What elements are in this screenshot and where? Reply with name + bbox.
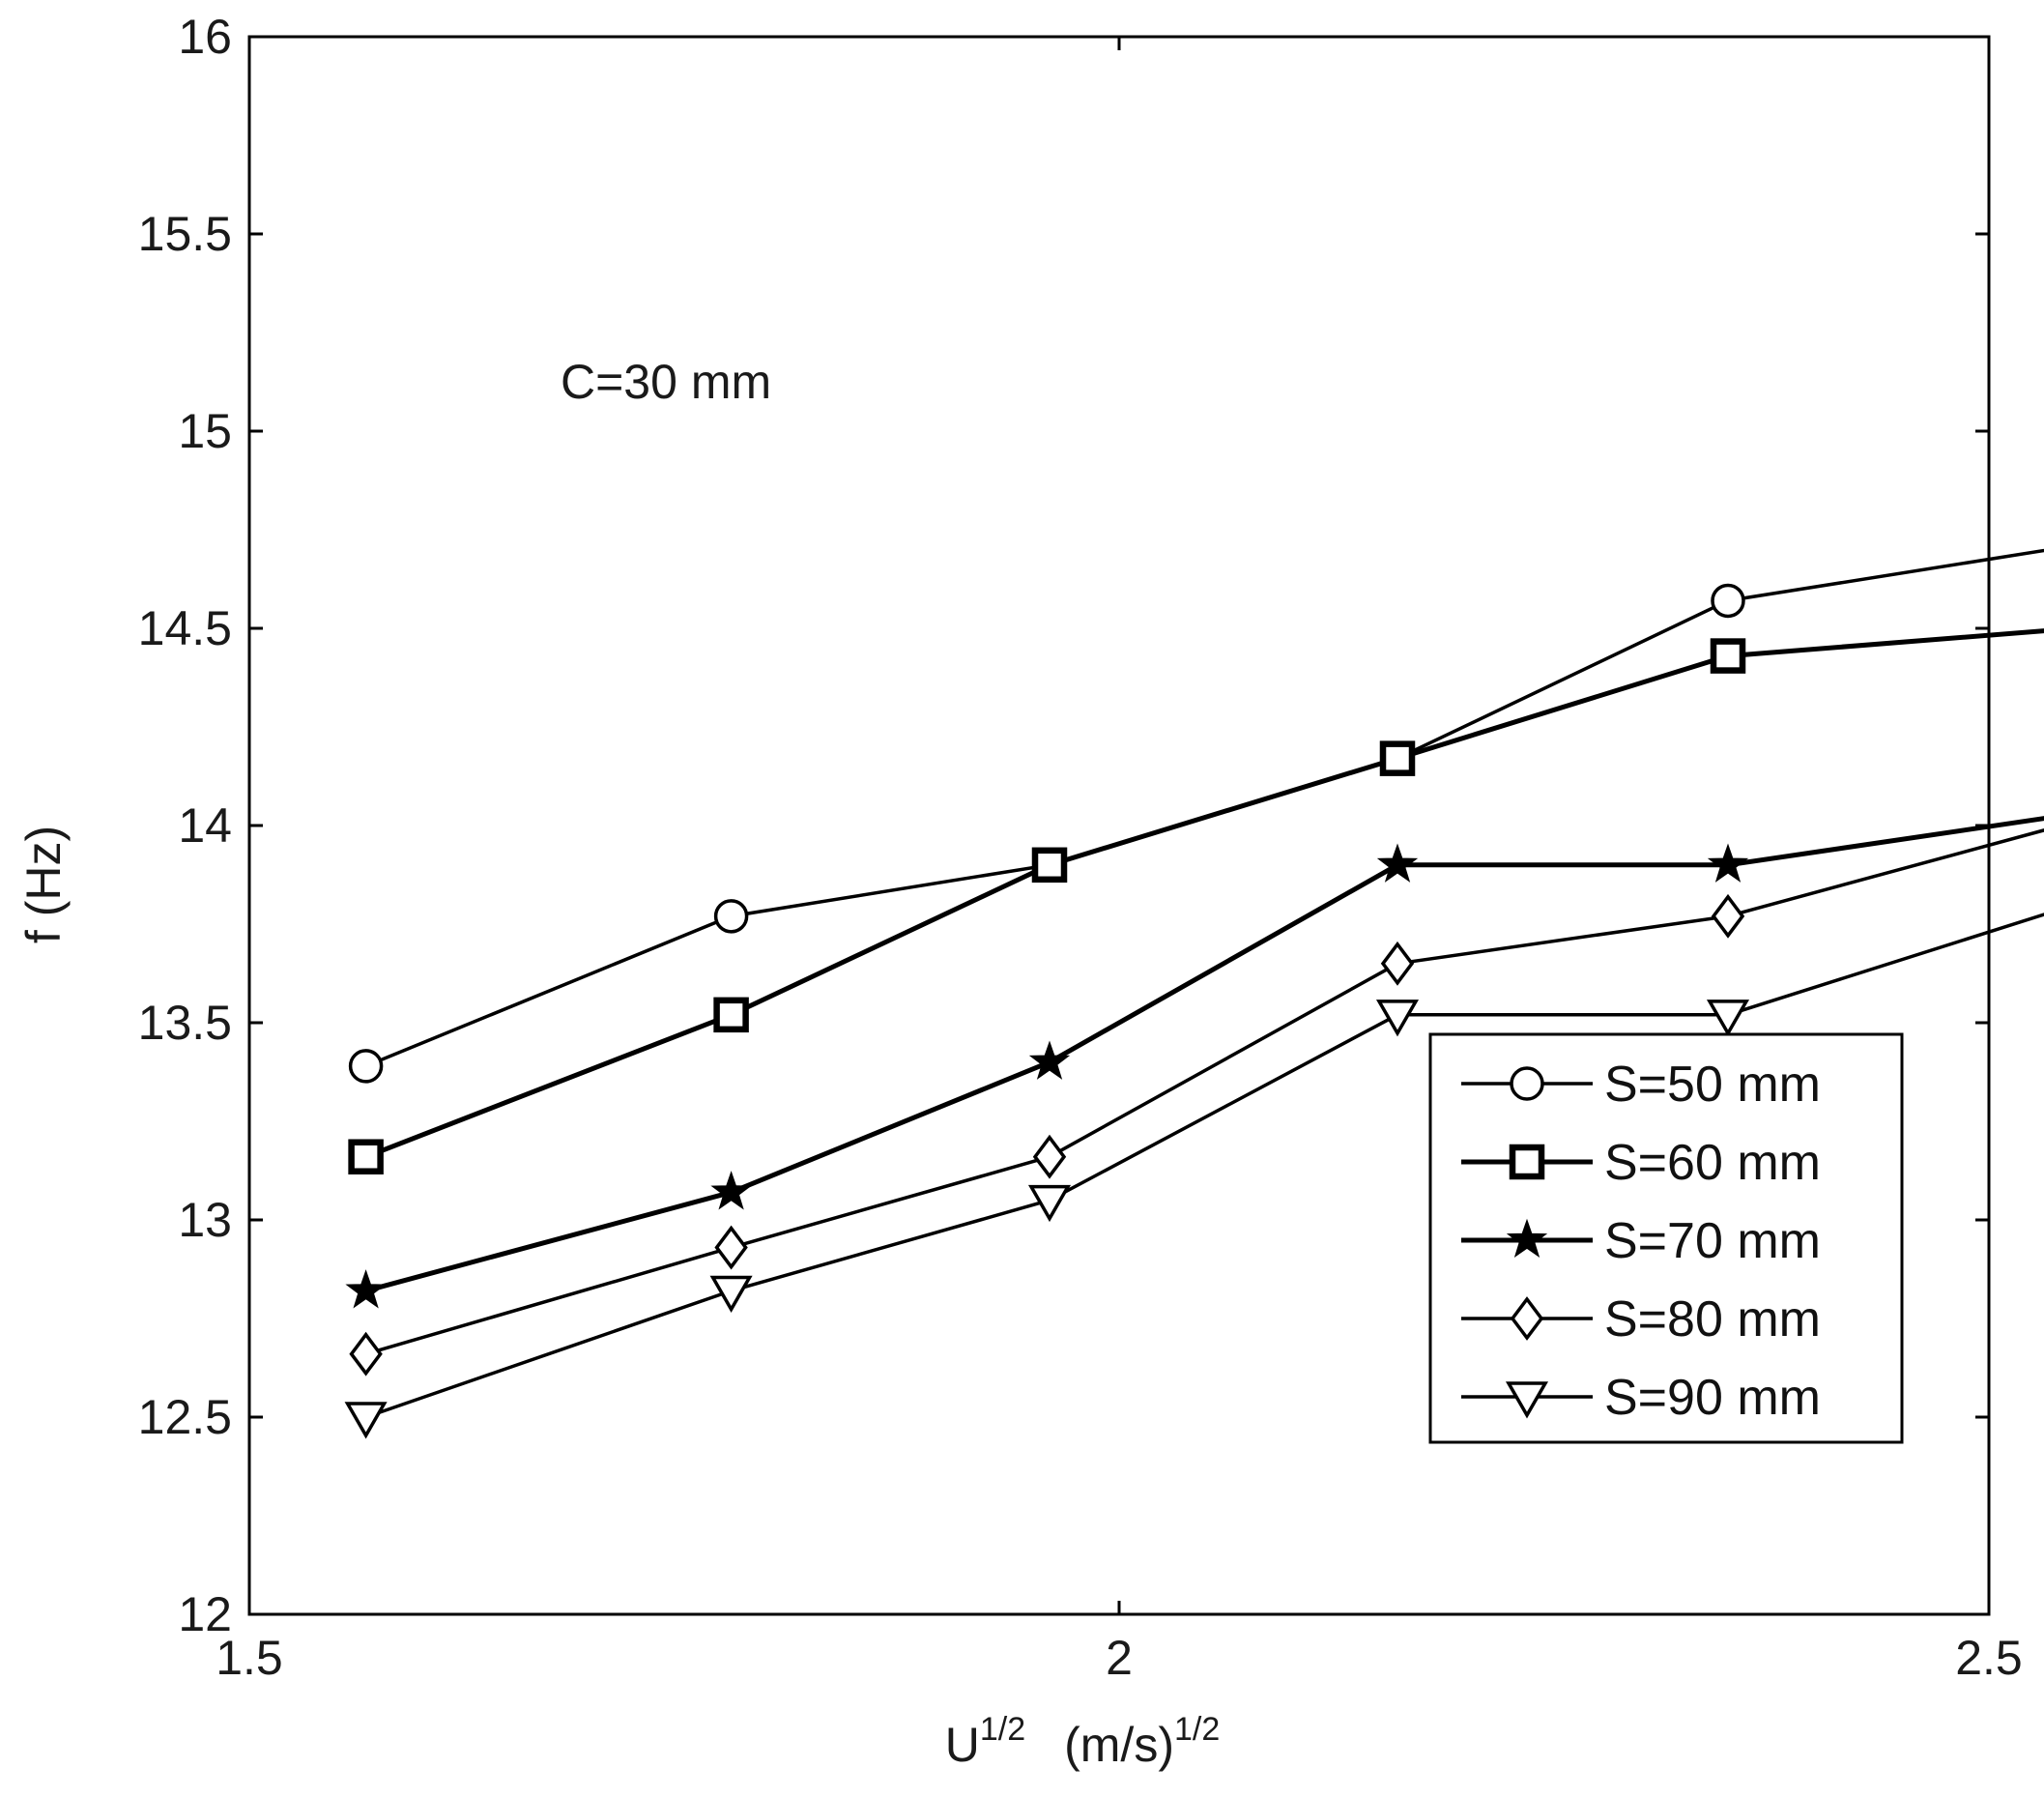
series-diamond [349, 828, 2044, 1377]
data-point [348, 1049, 384, 1084]
data-point [1375, 1000, 1420, 1037]
legend-item: S=50 mm [1461, 1057, 1821, 1113]
x-axis-title-units: (m/s) [1064, 1718, 1174, 1772]
series-triangle-down [344, 913, 2044, 1439]
data-point [348, 1139, 384, 1174]
y-axis-title: f (Hz) [16, 826, 71, 943]
legend-label: S=80 mm [1604, 1291, 1821, 1348]
legend: S=50 mm S=60 mm S=70 mm S=80 mm S=90 mm [1428, 1032, 1904, 1444]
data-point [709, 1275, 753, 1313]
legend-label: S=70 mm [1604, 1213, 1821, 1269]
legend-item: S=80 mm [1461, 1291, 1821, 1348]
y-tick-label: 13.5 [138, 996, 232, 1050]
y-tick-label: 14 [178, 798, 232, 853]
y-tick-label: 15.5 [138, 207, 232, 261]
series-layer [344, 548, 2044, 1439]
annotation-label: C=30 mm [561, 355, 771, 409]
legend-marker-circle [1510, 1066, 1544, 1101]
series-line-4 [365, 913, 2044, 1419]
x-axis-title: U1/2 (m/s)1/2 [945, 1711, 1220, 1772]
series-star [345, 816, 2044, 1309]
legend-item: S=60 mm [1461, 1135, 1821, 1191]
x-axis-title-units-sup: 1/2 [1174, 1711, 1220, 1748]
y-tick-label: 12 [178, 1587, 232, 1641]
legend-marker-diamond [1510, 1296, 1544, 1341]
data-point [1379, 740, 1416, 776]
axis-ticks: 12 12.5 13 13.5 14 14.5 15 15.5 16 1.5 2 2.5 [138, 10, 2023, 1685]
x-axis-title-symbol: U [945, 1718, 980, 1772]
y-tick-label: 13 [178, 1193, 232, 1247]
legend-marker-triangle-down [1505, 1381, 1549, 1419]
series-line-2 [364, 816, 2044, 1293]
legend-label: S=60 mm [1604, 1135, 1821, 1191]
data-point [1711, 583, 1745, 619]
legend-label: S=50 mm [1604, 1057, 1821, 1113]
y-tick-label: 14.5 [138, 601, 232, 655]
x-tick-label: 2 [1106, 1631, 1133, 1685]
data-point [713, 899, 749, 934]
data-point [714, 1225, 748, 1270]
data-point [1710, 638, 1746, 674]
data-point [1028, 1040, 1071, 1080]
data-point [1031, 847, 1068, 884]
data-point [1027, 1184, 1072, 1223]
data-point [1376, 843, 1419, 883]
legend-label: S=90 mm [1604, 1370, 1821, 1426]
data-point [710, 1171, 752, 1210]
series-square [348, 628, 2044, 1174]
x-tick-label: 1.5 [216, 1631, 283, 1685]
data-point [1711, 893, 1745, 939]
data-point [344, 1402, 388, 1439]
data-point [1380, 941, 1415, 986]
series-line-1 [364, 628, 2044, 1160]
data-point [345, 1269, 387, 1309]
legend-item: S=90 mm [1461, 1370, 1821, 1426]
legend-marker-star [1506, 1218, 1548, 1259]
x-axis-title-sup: 1/2 [980, 1711, 1025, 1748]
x-tick-label: 2.5 [1955, 1631, 2023, 1685]
legend-marker-square [1509, 1144, 1545, 1180]
series-line-0 [364, 548, 2044, 1068]
legend-item: S=70 mm [1461, 1213, 1821, 1269]
data-point [713, 997, 749, 1033]
data-point [1707, 843, 1749, 883]
series-line-3 [365, 828, 2044, 1356]
y-tick-label: 12.5 [138, 1390, 232, 1444]
data-point [349, 1331, 383, 1377]
data-point [1032, 1134, 1067, 1179]
data-point [1706, 1000, 1750, 1037]
y-tick-label: 16 [178, 10, 232, 64]
y-tick-label: 15 [178, 404, 232, 458]
